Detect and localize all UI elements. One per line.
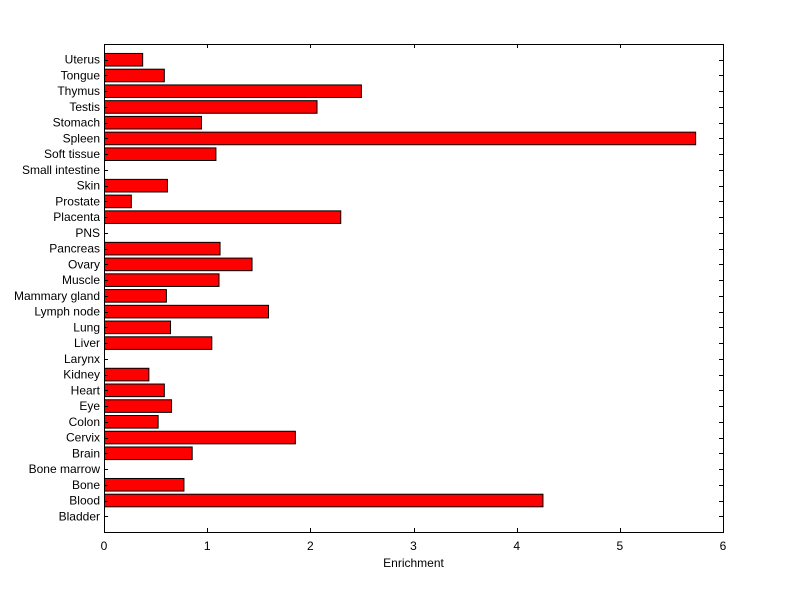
y-tick-label-mammary-gland: Mammary gland — [14, 289, 100, 303]
y-tick-label-cervix: Cervix — [66, 431, 100, 445]
y-tick-label-lung: Lung — [73, 320, 100, 334]
y-tick-label-heart: Heart — [71, 383, 101, 397]
y-tick-label-bladder: Bladder — [59, 509, 100, 523]
y-tick-label-colon: Colon — [69, 415, 100, 429]
y-tick-label-testis: Testis — [69, 100, 100, 114]
bar-blood — [104, 493, 544, 508]
x-tick-label-3: 3 — [410, 539, 417, 553]
x-axis-title: Enrichment — [383, 556, 444, 570]
bar-spleen — [104, 131, 697, 146]
y-tick-label-muscle: Muscle — [62, 273, 100, 287]
bars-group — [104, 52, 697, 508]
y-tick-label-small-intestine: Small intestine — [22, 163, 100, 177]
bar-skin — [104, 178, 168, 193]
bar-tongue — [104, 68, 165, 83]
bar-ovary — [104, 257, 253, 272]
bar-eye — [104, 399, 173, 413]
x-tick-label-1: 1 — [204, 539, 211, 553]
y-tick-label-spleen: Spleen — [63, 131, 100, 145]
y-tick-label-stomach: Stomach — [53, 116, 100, 130]
bar-muscle — [104, 273, 220, 287]
bar-colon — [104, 415, 159, 429]
bar-bone — [104, 477, 185, 492]
x-ticks-group: 0 1 2 3 4 5 6 — [101, 44, 727, 553]
bar-liver — [104, 336, 213, 350]
y-tick-label-pns: PNS — [75, 226, 100, 240]
bar-lymph-node — [104, 304, 270, 319]
x-tick-label-2: 2 — [307, 539, 314, 553]
y-tick-label-ovary: Ovary — [68, 257, 100, 271]
bar-lung — [104, 320, 172, 335]
bar-brain — [104, 446, 193, 461]
y-tick-label-lymph-node: Lymph node — [34, 305, 100, 319]
bar-mammary-gland — [104, 289, 167, 303]
y-tick-label-eye: Eye — [79, 399, 100, 413]
bar-heart — [104, 383, 165, 398]
x-tick-label-0: 0 — [101, 539, 108, 553]
y-tick-label-pancreas: Pancreas — [49, 242, 100, 256]
bar-thymus — [104, 84, 362, 99]
y-tick-label-bone: Bone — [72, 478, 100, 492]
y-tick-label-thymus: Thymus — [57, 84, 100, 98]
bar-cervix — [104, 430, 296, 445]
y-tick-label-brain: Brain — [72, 446, 100, 460]
y-tick-label-uterus: Uterus — [65, 53, 100, 67]
bar-soft-tissue — [104, 147, 217, 161]
y-tick-label-skin: Skin — [77, 179, 100, 193]
y-tick-label-soft-tissue: Soft tissue — [44, 147, 100, 161]
x-tick-label-5: 5 — [616, 539, 623, 553]
y-tick-label-bone-marrow: Bone marrow — [29, 462, 101, 476]
y-tick-label-liver: Liver — [74, 336, 100, 350]
bar-placenta — [104, 210, 342, 224]
x-tick-label-4: 4 — [513, 539, 520, 553]
y-tick-label-placenta: Placenta — [53, 210, 100, 224]
bar-stomach — [104, 115, 202, 130]
y-tick-label-prostate: Prostate — [55, 194, 100, 208]
bar-uterus — [104, 52, 144, 67]
x-tick-label-6: 6 — [720, 539, 727, 553]
y-tick-label-tongue: Tongue — [61, 68, 101, 82]
y-tick-label-larynx: Larynx — [64, 352, 100, 366]
bar-prostate — [104, 194, 132, 209]
bar-pancreas — [104, 241, 221, 256]
bar-testis — [104, 100, 318, 114]
y-tick-label-blood: Blood — [69, 494, 100, 508]
bar-kidney — [104, 367, 150, 382]
plot-frame — [104, 44, 724, 533]
y-tick-label-kidney: Kidney — [63, 368, 100, 382]
